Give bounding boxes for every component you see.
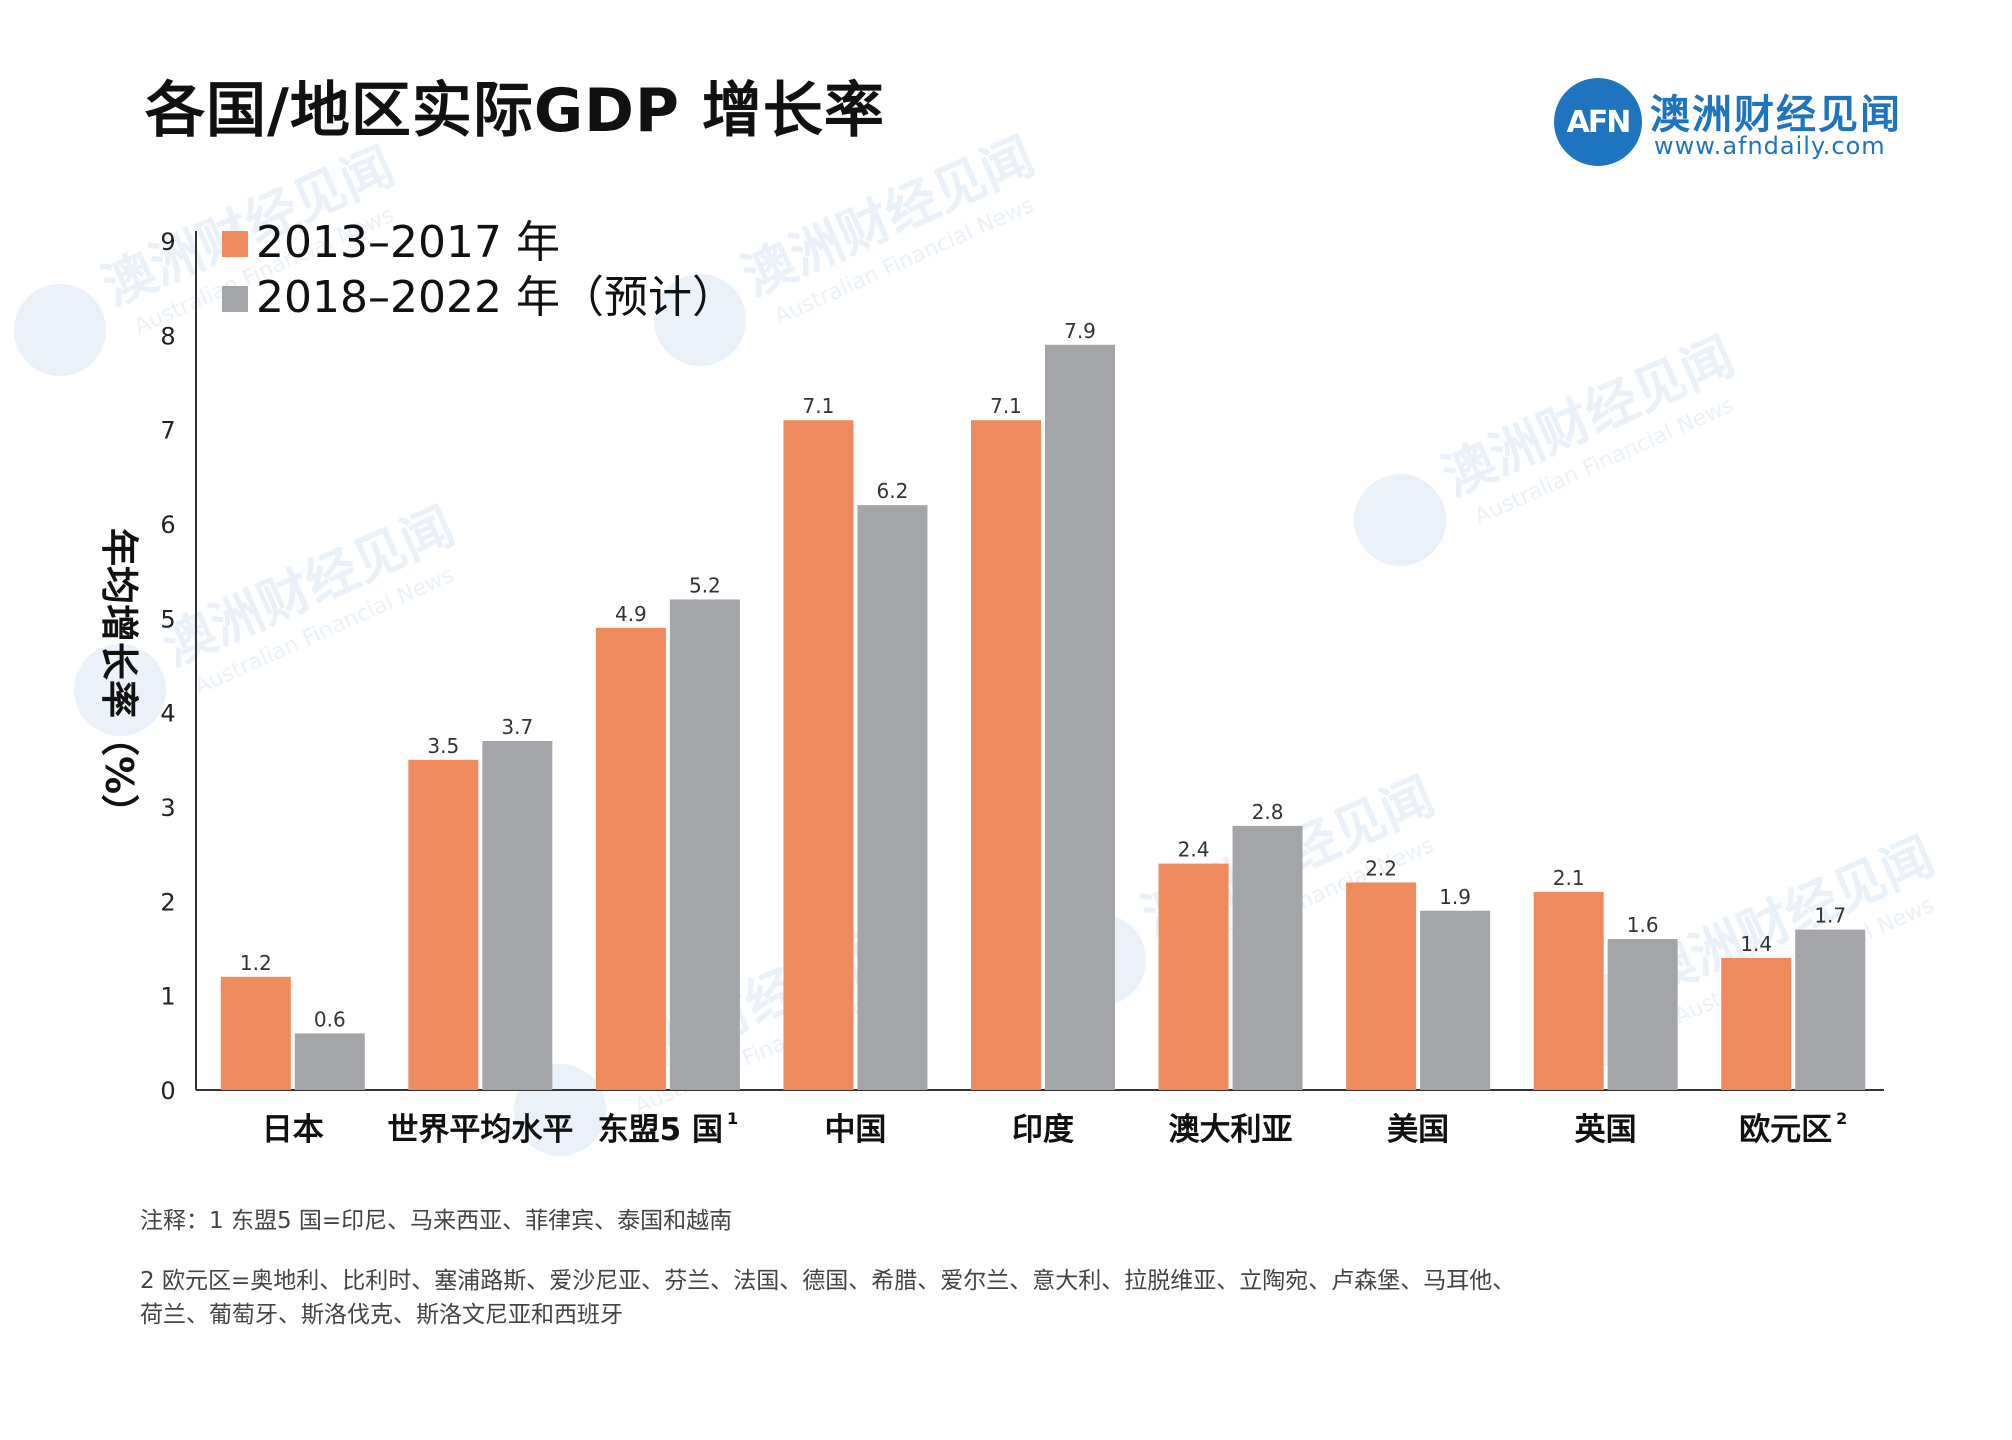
watermark-logo-icon: [14, 284, 106, 376]
y-tick-label: 6: [160, 511, 175, 539]
x-tick-label: 欧元区 2: [1739, 1109, 1847, 1148]
legend-label: 2018–2022 年（预计）: [256, 272, 736, 323]
bar: [857, 505, 928, 1091]
bar-value-label: 1.6: [1627, 913, 1659, 937]
afn-logo-icon: AFN: [1554, 78, 1642, 166]
y-axis-label: 年均增长率（%）: [97, 528, 141, 832]
bar-value-label: 2.1: [1553, 866, 1585, 890]
x-tick-superscript: 1: [727, 1109, 738, 1128]
bar: [1158, 863, 1229, 1090]
x-tick-superscript: 2: [1836, 1109, 1847, 1128]
afn-logo: AFN 澳洲财经见闻 www.afndaily.com: [1554, 78, 1934, 178]
bar-value-label: 2.2: [1365, 856, 1397, 880]
bar: [783, 420, 854, 1090]
y-tick-label: 1: [160, 983, 175, 1011]
bar-value-label: 3.5: [427, 734, 459, 758]
bar-value-label: 1.7: [1814, 904, 1846, 928]
bar-value-label: 1.4: [1740, 932, 1772, 956]
watermark-logo-icon: [1354, 474, 1446, 566]
bar-value-label: 1.2: [240, 951, 272, 975]
bar-value-label: 5.2: [689, 573, 721, 597]
legend-label: 2013–2017 年: [256, 217, 560, 268]
x-tick-label: 英国: [1575, 1112, 1637, 1148]
bar-value-label: 2.8: [1252, 800, 1284, 824]
legend-swatch: [222, 231, 248, 257]
bar-value-label: 4.9: [615, 602, 647, 626]
bar: [971, 420, 1041, 1090]
bar: [220, 976, 291, 1090]
bar: [1420, 910, 1491, 1090]
x-tick-label: 中国: [824, 1112, 886, 1148]
y-tick-label: 4: [160, 700, 175, 728]
watermark-logo-icon: [74, 644, 166, 736]
y-tick-label: 3: [160, 794, 175, 822]
footnotes: 注释：1 东盟5 国=印尼、马来西亚、菲律宾、泰国和越南 2 欧元区=奥地利、比…: [140, 1204, 1920, 1332]
bar: [1346, 882, 1417, 1090]
bar-value-label: 7.9: [1064, 319, 1096, 343]
y-tick-label: 7: [160, 417, 175, 445]
bar-value-label: 2.4: [1178, 838, 1210, 862]
y-tick-label: 0: [160, 1077, 175, 1105]
y-tick-label: 2: [160, 888, 175, 916]
x-tick-label: 日本: [262, 1112, 324, 1148]
watermark-logo-icon: [654, 274, 746, 366]
bar: [1045, 344, 1115, 1090]
logo-url: www.afndaily.com: [1654, 132, 1886, 160]
bar: [1533, 891, 1604, 1090]
x-tick-label: 印度: [1012, 1112, 1074, 1148]
bar: [294, 1033, 365, 1090]
bar: [482, 740, 553, 1090]
logo-name: 澳洲财经见闻: [1650, 92, 1902, 138]
x-tick-label: 澳大利亚: [1169, 1112, 1293, 1148]
bar: [595, 627, 666, 1090]
bar: [1721, 957, 1792, 1090]
footnote-1: 注释：1 东盟5 国=印尼、马来西亚、菲律宾、泰国和越南: [140, 1208, 733, 1234]
chart-title: 各国/地区实际GDP 增长率: [145, 76, 885, 146]
bar-value-label: 1.9: [1439, 885, 1471, 909]
bar: [408, 759, 479, 1090]
bar: [1607, 939, 1678, 1090]
y-tick-label: 9: [160, 228, 175, 256]
legend-swatch: [222, 286, 248, 312]
bar-value-label: 7.1: [803, 394, 835, 418]
x-tick-label: 美国: [1387, 1112, 1449, 1148]
footnote-2: 2 欧元区=奥地利、比利时、塞浦路斯、爱沙尼亚、芬兰、法国、德国、希腊、爱尔兰、…: [140, 1268, 1516, 1294]
bar-value-label: 6.2: [877, 479, 909, 503]
bar: [1795, 929, 1866, 1090]
bar: [669, 599, 740, 1090]
y-tick-label: 8: [160, 322, 175, 350]
bar-value-label: 7.1: [990, 394, 1022, 418]
footnote-2-continued: 荷兰、葡萄牙、斯洛伐克、斯洛文尼亚和西班牙: [140, 1302, 623, 1328]
bar-value-label: 0.6: [314, 1007, 346, 1031]
bar: [1232, 825, 1303, 1090]
y-tick-label: 5: [160, 605, 175, 633]
bar-value-label: 3.7: [501, 715, 533, 739]
x-tick-label: 世界平均水平: [387, 1112, 573, 1148]
